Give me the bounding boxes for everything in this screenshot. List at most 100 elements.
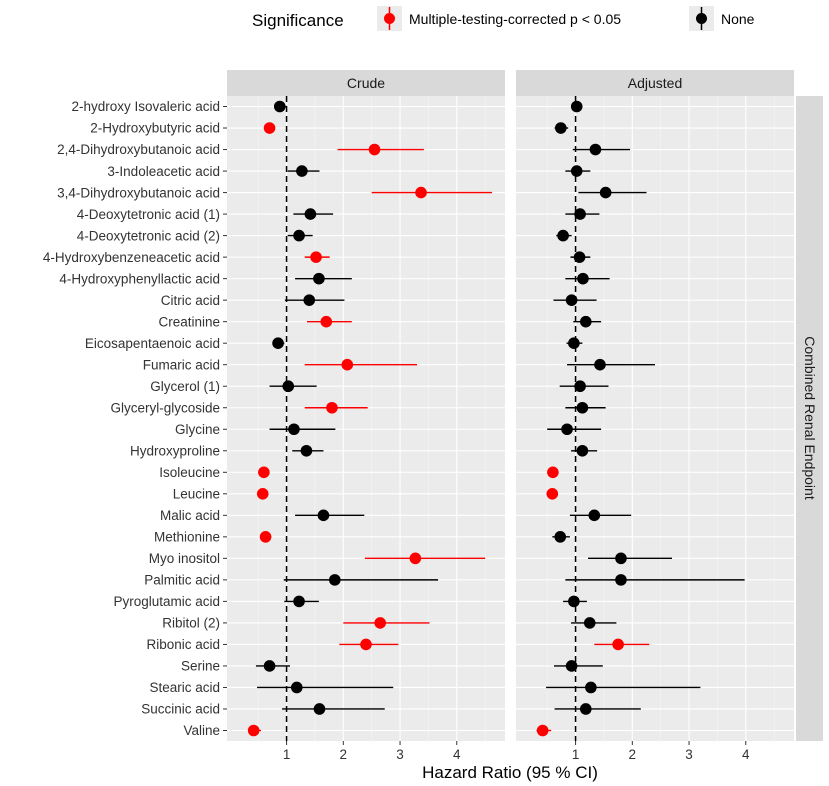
y-tick-label-6: 4-Deoxytetronic acid (2) [77,228,220,243]
y-tick-label-5: 4-Deoxytetronic acid (1) [77,207,220,222]
x-tick-label: 3 [396,747,404,762]
x-tick-label: 2 [340,747,348,762]
hr-point-crude-28 [313,703,326,715]
hr-point-adjusted-4 [599,186,612,199]
hr-point-adjusted-21 [615,552,627,565]
hr-point-adjusted-20 [554,531,567,543]
hr-point-crude-7 [310,251,322,263]
strip-label-adjusted: Adjusted [628,75,682,91]
hr-point-adjusted-1 [555,122,567,134]
y-tick-label-0: 2-hydroxy Isovaleric acid [71,99,220,114]
hr-point-adjusted-15 [561,423,573,436]
panel-bg-adjusted [516,96,794,741]
hr-point-adjusted-5 [574,208,586,220]
x-tick-label: 1 [572,747,580,762]
hr-point-adjusted-18 [546,488,559,500]
y-tick-label-24: Ribitol (2) [162,616,220,631]
y-tick-label-16: Hydroxyproline [130,443,220,458]
x-tick-label: 4 [453,747,461,762]
legend-label-sig: Multiple-testing-corrected p < 0.05 [409,11,621,27]
panel-adjusted [516,96,794,741]
y-tick-label-27: Stearic acid [149,680,220,695]
y-axis-labels: 2-hydroxy Isovaleric acid 2-Hydroxybutyri… [43,99,227,738]
hr-point-crude-25 [360,638,372,651]
x-tick-label: 4 [742,747,750,762]
y-tick-label-14: Glyceryl-glycoside [110,400,220,415]
hr-point-adjusted-12 [594,358,606,371]
hr-point-crude-9 [303,294,316,306]
hr-point-adjusted-29 [536,724,549,737]
hr-point-adjusted-28 [579,703,592,715]
y-tick-label-19: Malic acid [160,508,220,523]
hr-point-adjusted-10 [579,315,592,328]
hr-point-crude-17 [258,466,270,479]
hr-point-adjusted-24 [583,617,596,629]
y-tick-label-21: Myo inositol [149,551,220,566]
y-tick-label-15: Glycine [175,422,220,437]
hr-point-crude-22 [328,574,341,586]
x-axis-title: Hazard Ratio (95 % CI) [422,763,598,782]
y-tick-label-2: 2,4-Dihydroxybutanoic acid [57,142,220,157]
y-tick-label-28: Succinic acid [141,702,220,717]
hr-point-crude-21 [409,552,422,565]
y-tick-label-1: 2-Hydroxybutyric acid [90,121,220,136]
hr-point-adjusted-23 [568,595,580,608]
hr-point-adjusted-19 [588,509,601,522]
hr-point-crude-10 [320,315,333,328]
hr-point-crude-5 [304,208,317,220]
y-tick-label-3: 3-Indoleacetic acid [107,164,220,179]
y-tick-label-25: Ribonic acid [146,637,220,652]
legend: Significance Multiple-testing-corrected … [252,6,755,31]
hr-point-adjusted-25 [612,638,624,651]
y-tick-label-10: Creatinine [158,314,220,329]
hr-point-adjusted-27 [585,681,597,694]
hr-point-crude-12 [341,358,354,371]
legend-key-point-none [696,13,707,24]
x-axis-ticks: 1 2 3 4 1 2 3 4 [283,741,750,762]
hr-point-crude-23 [293,595,305,608]
legend-label-none: None [721,11,755,27]
x-tick-label: 3 [685,747,693,762]
panel-bg-crude [227,96,505,741]
hr-point-crude-26 [263,660,276,672]
hr-point-crude-8 [313,272,325,285]
hr-point-crude-27 [290,681,303,694]
y-tick-label-18: Leucine [173,487,220,502]
x-tick-label: 2 [629,747,637,762]
hr-point-adjusted-3 [570,165,583,177]
y-tick-label-23: Pyroglutamic acid [113,594,220,609]
legend-title: Significance [252,11,344,30]
hr-point-adjusted-16 [576,444,589,457]
y-tick-label-22: Palmitic acid [144,573,220,588]
hr-point-crude-19 [317,509,330,522]
hr-point-adjusted-9 [565,294,578,306]
hr-point-crude-16 [300,444,313,457]
y-tick-label-7: 4-Hydroxybenzeneacetic acid [43,250,220,265]
legend-key-point-sig [384,13,395,24]
hr-point-adjusted-0 [570,100,583,113]
y-tick-label-9: Citric acid [161,293,220,308]
hr-point-adjusted-13 [574,380,586,393]
hr-point-adjusted-26 [565,660,578,672]
y-tick-label-4: 3,4-Dihydroxybutanoic acid [57,185,220,200]
hr-point-crude-15 [288,423,300,436]
hr-point-crude-18 [256,488,269,500]
hr-point-adjusted-22 [615,574,627,586]
hr-point-adjusted-17 [547,466,559,479]
hr-point-crude-1 [263,122,276,134]
y-tick-label-8: 4-Hydroxyphenyllactic acid [59,271,220,286]
hr-point-crude-13 [282,380,295,393]
hr-point-adjusted-8 [577,272,589,285]
panel-crude [227,96,505,741]
y-tick-label-11: Eicosapentaenoic acid [85,336,220,351]
strip-label-right: Combined Renal Endpoint [802,336,818,500]
strip-right [796,96,823,741]
strip-adjusted [516,70,794,96]
hr-point-crude-4 [415,186,427,199]
strip-label-crude: Crude [347,75,385,91]
hr-point-adjusted-11 [568,337,580,349]
strip-crude [227,70,505,96]
hr-point-crude-14 [326,401,338,414]
x-tick-label: 1 [283,747,291,762]
